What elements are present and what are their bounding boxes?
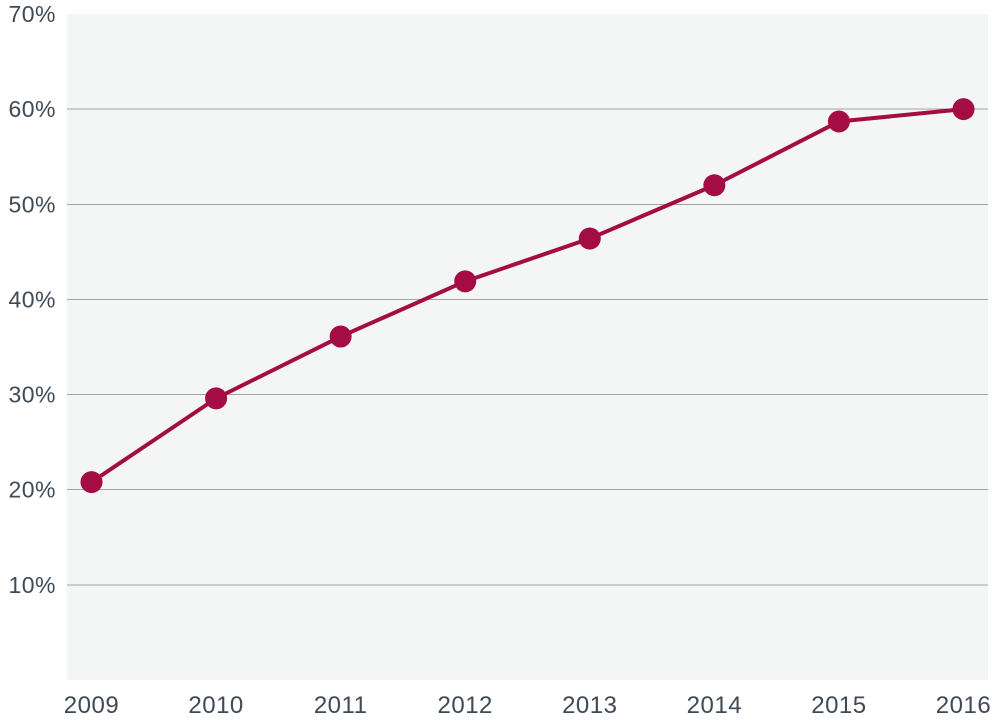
x-axis-tick-label: 2010: [188, 692, 243, 719]
data-point-marker: [578, 227, 601, 250]
y-axis-tick-label: 20%: [8, 477, 56, 503]
data-point-marker: [827, 110, 850, 133]
x-axis-tick-label: 2014: [687, 692, 742, 719]
data-point-marker: [703, 174, 726, 197]
data-point-marker: [80, 471, 103, 494]
x-axis-tick-label: 2009: [64, 692, 119, 719]
data-point-marker: [205, 387, 228, 410]
data-point-marker: [329, 325, 352, 348]
x-axis-tick-label: 2011: [314, 692, 368, 719]
series-line: [89, 107, 966, 485]
x-axis-tick-label: 2012: [438, 692, 493, 719]
y-axis-tick-label: 70%: [8, 1, 56, 27]
y-axis-tick-label: 40%: [8, 286, 56, 312]
data-point-marker: [952, 98, 975, 121]
x-axis-tick-label: 2016: [936, 692, 991, 719]
y-axis-tick-label: 50%: [8, 191, 56, 217]
y-axis-tick-label: 10%: [8, 572, 56, 598]
y-axis-tick-label: 60%: [8, 96, 56, 122]
data-point-marker: [454, 270, 477, 293]
x-axis-tick-label: 2015: [811, 692, 866, 719]
x-axis-tick-label: 2013: [562, 692, 617, 719]
y-axis-tick-label: 30%: [8, 382, 56, 408]
plot-area: [67, 14, 988, 680]
